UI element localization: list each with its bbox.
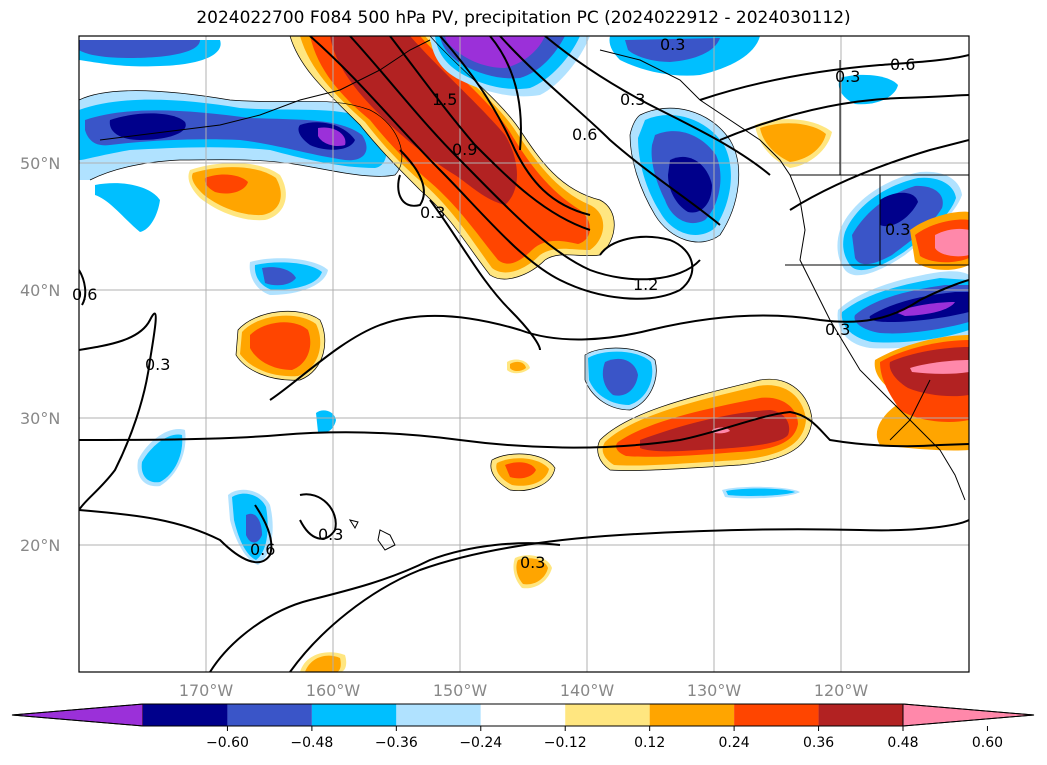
contour-label: 0.3 (520, 553, 545, 572)
lat-label-30n: 30°N (20, 409, 60, 428)
lon-label-140w: 140°W (560, 681, 615, 700)
pv-contours (79, 36, 969, 672)
colorbar-tick-label: 0.12 (634, 735, 665, 751)
colorbar-segment (818, 704, 903, 726)
colorbar-tick-label: −0.36 (375, 735, 418, 751)
colorbar-tick-label: 0.36 (803, 735, 834, 751)
contour-label: 0.3 (318, 525, 343, 544)
map-frame (78, 35, 970, 673)
contour-label: 0.6 (250, 540, 275, 559)
colorbar-tick-label: 0.60 (972, 735, 1003, 751)
colorbar-segment (565, 704, 650, 726)
contour-label: 1.5 (432, 90, 457, 109)
contour-label: 1.2 (633, 275, 658, 294)
colorbar-ticks: −0.60 −0.48 −0.36 −0.24 −0.12 0.12 0.24 0.36 0.4… (206, 726, 1003, 751)
colorbar-segment (902, 703, 1035, 727)
colorbar-outline (11, 703, 1035, 727)
gridlines (79, 36, 969, 672)
contour-label: 0.6 (72, 285, 97, 304)
colorbar-segment (11, 703, 144, 727)
contour-label: 0.3 (420, 203, 445, 222)
colorbar-segment (734, 704, 819, 726)
lat-label-50n: 50°N (20, 154, 60, 173)
colorbar-tick-label: −0.12 (544, 735, 587, 751)
colorbar-segment (396, 704, 481, 726)
contour-label: 0.9 (452, 140, 477, 159)
lon-label-120w: 120°W (814, 681, 869, 700)
contour-labels: 0.3 0.6 1.5 0.9 0.3 0.6 0.3 0.6 1.2 0.3 … (72, 35, 915, 572)
map-title: 2024022700 F084 500 hPa PV, precipitatio… (196, 8, 851, 28)
colorbar-segment (649, 704, 735, 726)
colorbar-tick-label: 0.24 (719, 735, 750, 751)
lat-label-20n: 20°N (20, 536, 60, 555)
shading-outlines (79, 36, 813, 491)
colorbar-segment (227, 704, 312, 726)
colorbar (11, 703, 1035, 727)
contour-label: 0.3 (885, 220, 910, 239)
contour-label: 0.3 (145, 355, 170, 374)
colorbar-tick-label: −0.60 (206, 735, 249, 751)
lon-label-150w: 150°W (433, 681, 488, 700)
colorbar-tick-label: 0.48 (887, 735, 918, 751)
lon-label-130w: 130°W (687, 681, 742, 700)
contour-label: 0.3 (620, 90, 645, 109)
lon-label-170w: 170°W (179, 681, 234, 700)
contour-label: 0.3 (835, 67, 860, 86)
coastlines (99, 39, 969, 551)
contour-label: 0.6 (890, 55, 915, 74)
contour-label: 0.3 (825, 320, 850, 339)
lon-label-160w: 160°W (306, 681, 361, 700)
colorbar-segment (480, 704, 566, 726)
colorbar-segment (143, 704, 228, 726)
colorbar-tick-label: −0.24 (459, 735, 502, 751)
colorbar-segment (311, 704, 397, 726)
contour-label: 0.3 (660, 35, 685, 54)
colorbar-tick-label: −0.48 (290, 735, 333, 751)
contour-label: 0.6 (572, 125, 597, 144)
lat-label-40n: 40°N (20, 281, 60, 300)
